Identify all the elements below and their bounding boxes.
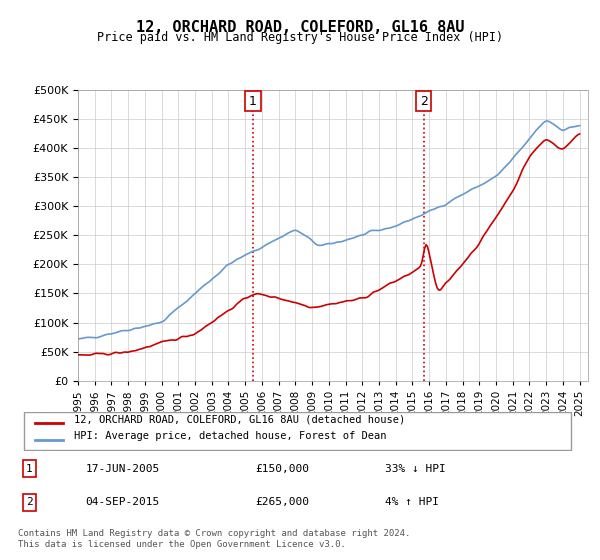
Text: HPI: Average price, detached house, Forest of Dean: HPI: Average price, detached house, Fore… [74, 431, 387, 441]
Text: 4% ↑ HPI: 4% ↑ HPI [385, 497, 439, 507]
Text: £265,000: £265,000 [255, 497, 309, 507]
Text: 17-JUN-2005: 17-JUN-2005 [86, 464, 160, 474]
Text: 33% ↓ HPI: 33% ↓ HPI [385, 464, 445, 474]
Text: 04-SEP-2015: 04-SEP-2015 [86, 497, 160, 507]
Text: 2: 2 [419, 95, 428, 108]
Text: Contains HM Land Registry data © Crown copyright and database right 2024.
This d: Contains HM Land Registry data © Crown c… [18, 529, 410, 549]
Text: 1: 1 [249, 95, 257, 108]
FancyBboxPatch shape [23, 412, 571, 450]
Text: 2: 2 [26, 497, 32, 507]
Text: 1: 1 [26, 464, 32, 474]
Text: £150,000: £150,000 [255, 464, 309, 474]
Text: Price paid vs. HM Land Registry's House Price Index (HPI): Price paid vs. HM Land Registry's House … [97, 31, 503, 44]
Text: 12, ORCHARD ROAD, COLEFORD, GL16 8AU (detached house): 12, ORCHARD ROAD, COLEFORD, GL16 8AU (de… [74, 414, 406, 424]
Text: 12, ORCHARD ROAD, COLEFORD, GL16 8AU: 12, ORCHARD ROAD, COLEFORD, GL16 8AU [136, 20, 464, 35]
